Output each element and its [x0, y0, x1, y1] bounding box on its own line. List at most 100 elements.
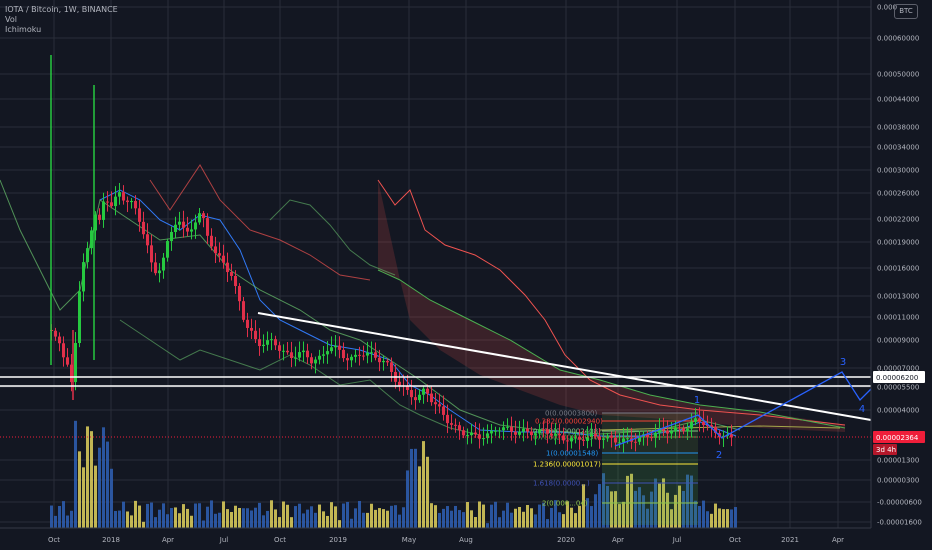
- candle-body: [426, 388, 429, 394]
- symbol-title[interactable]: IOTA / Bitcoin, 1W, BINANCE: [5, 5, 118, 14]
- volume-bar: [506, 502, 509, 528]
- candle-body: [102, 201, 105, 220]
- volume-bar: [646, 508, 649, 528]
- volume-bar: [590, 506, 593, 528]
- volume-bar: [70, 510, 73, 528]
- candle-body: [410, 390, 413, 398]
- time-tick-label: Oct: [48, 536, 60, 544]
- candle-body: [358, 354, 361, 356]
- candle-body: [698, 418, 701, 422]
- volume-bar: [158, 509, 161, 528]
- candle-body: [634, 441, 637, 443]
- volume-bar: [594, 494, 597, 528]
- candle-body: [94, 214, 97, 231]
- volume-bar: [346, 501, 349, 528]
- candle-body: [686, 428, 689, 432]
- volume-bar: [586, 498, 589, 528]
- chikou-upper: [269, 199, 396, 276]
- volume-bar: [270, 500, 273, 528]
- candle-body: [138, 208, 141, 222]
- volume-indicator-label[interactable]: Vol: [5, 15, 17, 24]
- price-tick-label: 0.00000300: [877, 477, 919, 485]
- candle-body: [482, 438, 485, 440]
- candle-body: [494, 430, 497, 432]
- candle-body: [110, 202, 113, 207]
- candle-body: [190, 229, 193, 232]
- candle-body: [210, 235, 213, 247]
- candle-body: [266, 340, 269, 345]
- volume-bar: [126, 511, 129, 528]
- candle-body: [162, 257, 165, 271]
- volume-bar: [686, 474, 689, 528]
- volume-bar: [542, 502, 545, 528]
- price-tick-label: 0.00007000: [877, 365, 919, 373]
- volume-bar: [394, 505, 397, 528]
- volume-bar: [102, 427, 105, 528]
- candle-body: [326, 351, 329, 355]
- candle-body: [146, 234, 149, 246]
- candle-body: [294, 357, 297, 359]
- volume-bar: [170, 508, 173, 528]
- candle-body: [522, 428, 525, 432]
- volume-bar: [582, 484, 585, 528]
- volume-bar: [434, 505, 437, 528]
- candle-body: [414, 397, 417, 401]
- volume-bar: [254, 507, 257, 528]
- indicator-legend: IOTA / Bitcoin, 1W, BINANCE Vol Ichimoku: [5, 5, 118, 35]
- candle-body: [342, 349, 345, 359]
- price-tick-label: 0.00011000: [877, 314, 919, 322]
- candle-body: [558, 433, 561, 436]
- candle-body: [638, 436, 641, 442]
- fib-extension: 0(0.00003800)0.382(0.00002940) 0.618(0.00…: [533, 410, 698, 525]
- time-tick-label: 2020: [557, 536, 575, 544]
- price-label-text: 0.00006200: [876, 374, 918, 382]
- candle-body: [566, 440, 569, 442]
- volume-bar: [718, 508, 721, 528]
- candle-body: [474, 432, 477, 435]
- candle-body: [62, 343, 65, 358]
- candle-body: [486, 433, 489, 439]
- volume-bar: [330, 502, 333, 528]
- volume-bar: [466, 502, 469, 528]
- volume-bar: [78, 451, 81, 528]
- volume-bar: [498, 517, 501, 528]
- volume-bar: [266, 510, 269, 528]
- currency-button[interactable]: BTC: [894, 4, 918, 19]
- candle-body: [330, 347, 333, 352]
- volume-bar: [622, 501, 625, 528]
- volume-bar: [278, 517, 281, 528]
- volume-bar: [602, 473, 605, 528]
- candle-body: [338, 345, 341, 350]
- volume-bar: [638, 487, 641, 528]
- volume-bar: [418, 466, 421, 528]
- candle-body: [262, 344, 265, 347]
- candle-body: [598, 436, 601, 440]
- volume-bar: [178, 513, 181, 528]
- candle-body: [226, 262, 229, 273]
- fib-level-label: 1(0.00001548): [546, 450, 598, 458]
- candle-body: [450, 423, 453, 425]
- volume-bar: [710, 513, 713, 528]
- candle-body: [170, 231, 173, 242]
- candle-body: [302, 350, 305, 353]
- price-tick-label: 0.00016000: [877, 265, 919, 273]
- candle-body: [230, 272, 233, 276]
- time-tick-label: Aug: [459, 536, 473, 544]
- candle-body: [314, 359, 317, 364]
- price-tick-label: 0.00034000: [877, 144, 919, 152]
- volume-bar: [642, 495, 645, 528]
- candle-body: [166, 241, 169, 258]
- volume-bar: [210, 500, 213, 528]
- price-tick-label: 0.00060000: [877, 35, 919, 43]
- candle-body: [282, 350, 285, 352]
- ichimoku-indicator-label[interactable]: Ichimoku: [5, 25, 42, 34]
- volume-bar: [598, 484, 601, 528]
- volume-bar: [546, 519, 549, 528]
- candle-body: [234, 275, 237, 287]
- candle-body: [354, 354, 357, 357]
- price-tick-label: 0.00004000: [877, 407, 919, 415]
- candle-body: [706, 425, 709, 427]
- candle-body: [126, 200, 129, 203]
- volume-bar: [702, 500, 705, 528]
